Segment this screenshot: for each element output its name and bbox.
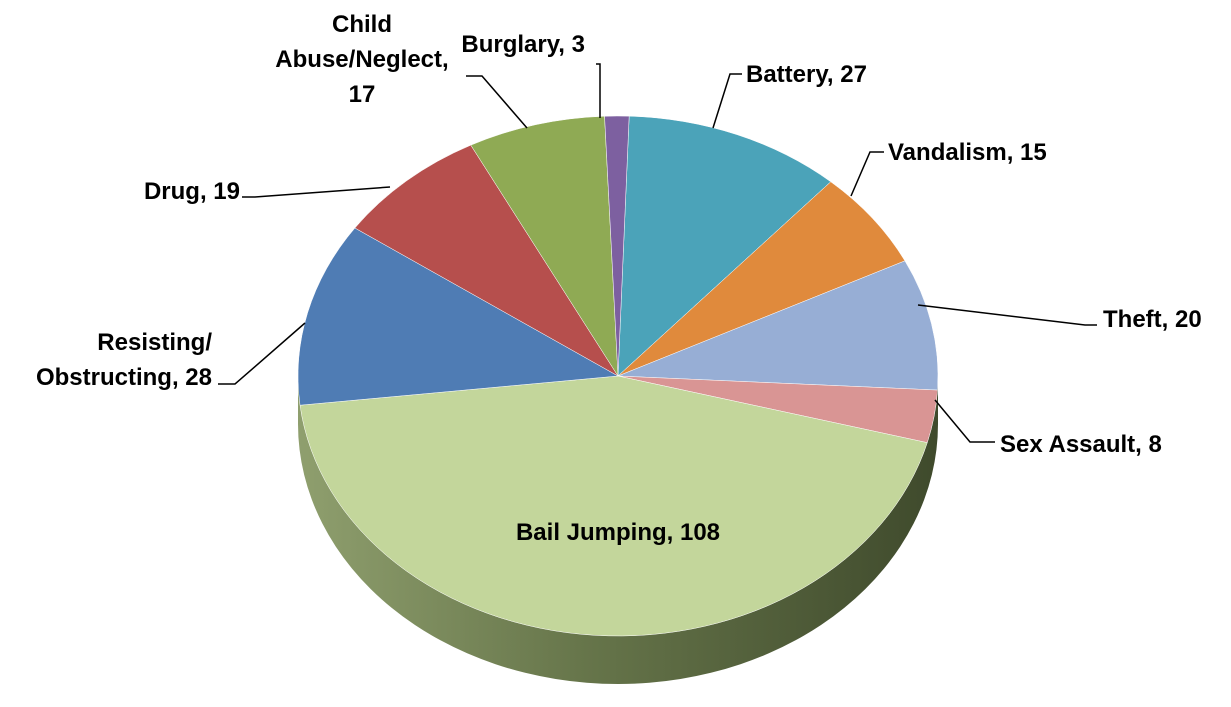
pie-slice-resisting-obstructing (297, 227, 619, 406)
data-label-burglary: Burglary, 3 (461, 31, 585, 58)
pie-slice-drug (354, 144, 619, 377)
pie-slice-theft (617, 260, 939, 391)
leader-line-child-abuse-neglect (466, 75, 528, 129)
pie-slices (297, 115, 939, 637)
leader-lines (218, 63, 1097, 443)
data-label-battery: Battery, 27 (746, 61, 867, 88)
pie-side-wall-shape (298, 376, 938, 684)
leader-line-burglary (596, 63, 601, 118)
leader-line-battery (712, 73, 742, 129)
pie-slice-burglary (604, 115, 630, 377)
data-label-drug: Drug, 19 (144, 178, 240, 205)
leader-line-vandalism (850, 151, 884, 197)
leader-line-drug (242, 186, 391, 198)
leader-line-theft (917, 304, 1097, 326)
pie-slice-bail-jumping (299, 375, 928, 637)
data-label-child-abuse-neglect: Child Abuse/Neglect, 17 (275, 11, 448, 108)
data-label-bail-jumping: Bail Jumping, 108 (516, 519, 720, 546)
pie-slice-battery (617, 115, 832, 377)
data-label-sex-assault: Sex Assault, 8 (1000, 431, 1162, 458)
leader-line-resisting-obstructing (218, 322, 306, 385)
data-label-resisting-obstructing: Resisting/Obstructing, 28 (36, 329, 212, 391)
pie-side-wall (298, 376, 938, 684)
pie-slice-vandalism (617, 181, 906, 377)
leader-line-sex-assault (934, 399, 995, 443)
data-label-theft: Theft, 20 (1103, 306, 1202, 333)
data-labels: Battery, 27 Vandalism, 15 Theft, 20 Sex Ass… (36, 11, 1202, 546)
data-label-vandalism: Vandalism, 15 (888, 139, 1047, 166)
